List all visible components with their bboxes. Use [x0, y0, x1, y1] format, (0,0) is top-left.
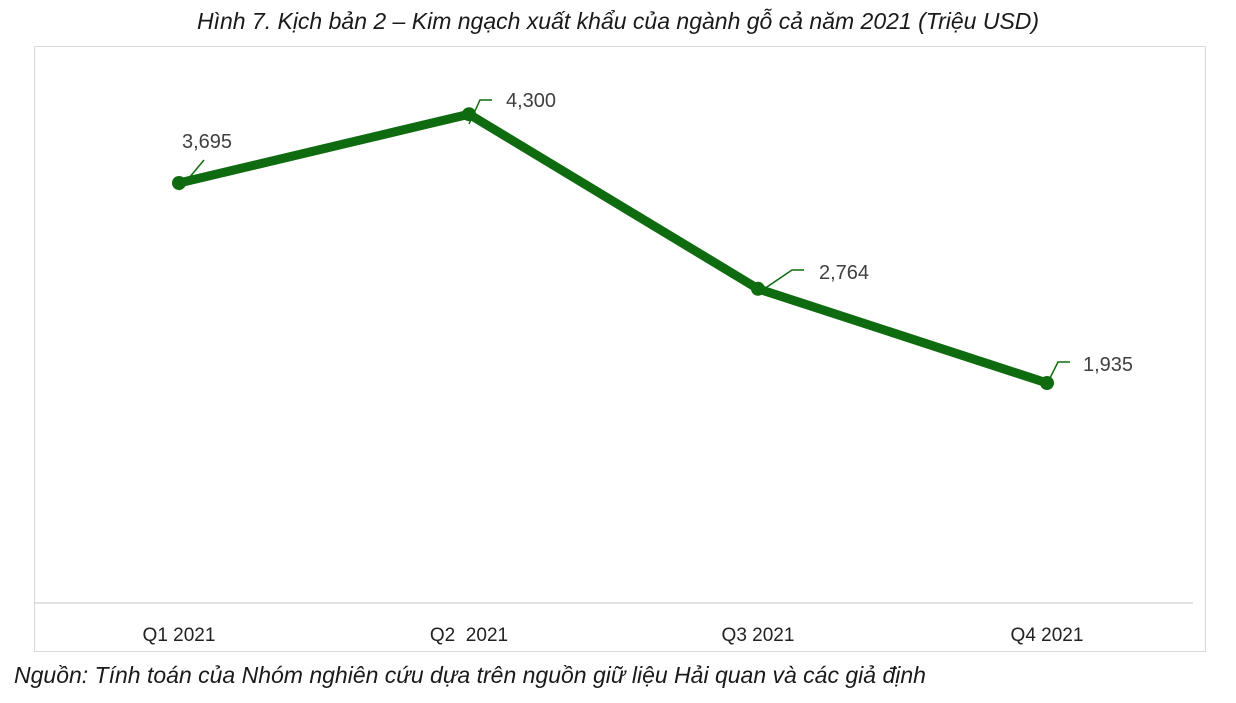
- data-label-leader: [757, 269, 804, 294]
- data-label-leader: [468, 99, 492, 125]
- data-label: 4,300: [506, 90, 556, 112]
- chart-title: Hình 7. Kịch bản 2 – Kim ngạch xuất khẩu…: [196, 8, 1040, 34]
- chart-frame: [34, 46, 1206, 652]
- x-tick-label: Q4 2021: [1011, 625, 1084, 646]
- series-line: [174, 109, 1052, 388]
- source-note: Nguồn: Tính toán của Nhóm nghiên cứu dựa…: [14, 662, 926, 688]
- data-point: [751, 281, 765, 296]
- x-tick-label: Q2 2021: [430, 625, 508, 646]
- data-label-leader: [1046, 361, 1070, 385]
- data-label: 1,935: [1083, 354, 1133, 376]
- x-tick-label: Q3 2021: [722, 625, 795, 646]
- data-label: 2,764: [819, 262, 869, 284]
- data-label: 3,695: [182, 131, 232, 153]
- x-tick-label: Q1 2021: [143, 625, 216, 646]
- data-label-leader: [178, 159, 205, 191]
